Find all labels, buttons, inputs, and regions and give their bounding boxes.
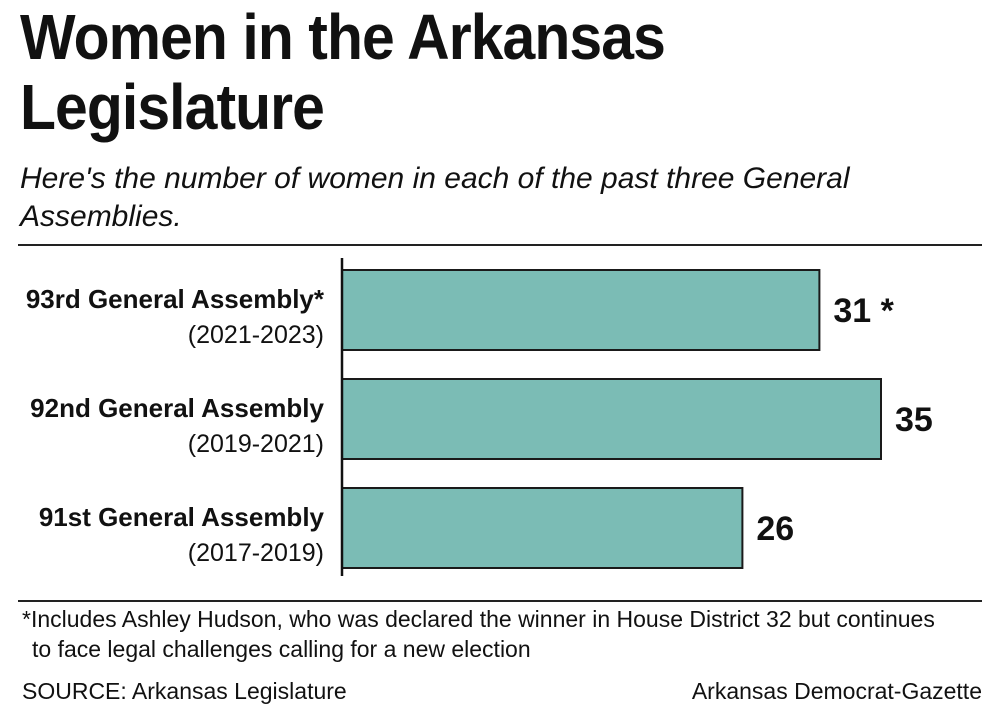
value-label-1: 31 * (833, 292, 894, 330)
chart-title-line-2: Legislature (20, 71, 325, 143)
credit-label: Arkansas Democrat-Gazette (691, 678, 982, 704)
chart-title: Women in the Arkansas Legislature (20, 2, 903, 142)
chart-subtitle-line-1: Here's the number of women in each of th… (20, 162, 850, 195)
category-label-1: 93rd General Assembly* (26, 284, 325, 314)
bar-2 (341, 378, 882, 460)
bar-1 (341, 269, 821, 351)
category-sublabel-2: (2019-2021) (188, 430, 324, 458)
bar-3 (341, 487, 744, 569)
top-divider (18, 244, 982, 246)
chart-subtitle: Here's the number of women in each of th… (20, 160, 920, 236)
footnote-line-2: to face legal challenges calling for a n… (32, 636, 531, 662)
category-sublabel-1: (2021-2023) (188, 321, 324, 349)
source-label: SOURCE: Arkansas Legislature (22, 678, 347, 704)
category-sublabel-3: (2017-2019) (188, 539, 324, 567)
chart-title-line-1: Women in the Arkansas (20, 1, 666, 73)
bar-chart: 93rd General Assembly* (2021-2023) 31 * 92n… (26, 258, 933, 576)
footnote-line-1: *Includes Ashley Hudson, who was declare… (22, 606, 935, 632)
value-label-3: 26 (756, 510, 794, 548)
bottom-divider (18, 600, 982, 602)
chart-subtitle-line-2: Assemblies. (20, 200, 182, 233)
value-label-2: 35 (895, 401, 933, 439)
footnote: *Includes Ashley Hudson, who was declare… (22, 604, 982, 664)
category-label-2: 92nd General Assembly (30, 393, 324, 423)
category-label-3: 91st General Assembly (39, 502, 325, 532)
